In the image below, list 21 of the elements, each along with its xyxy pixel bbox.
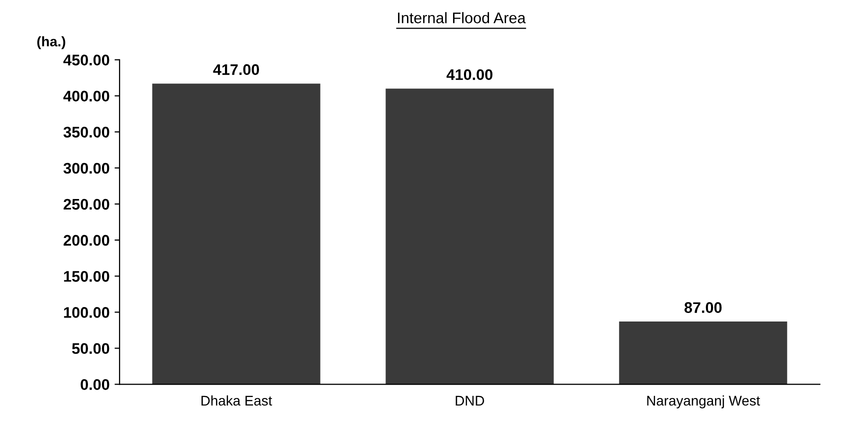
x-tick-label: Dhaka East [202,395,272,406]
y-tick-label: 300.00 [63,162,110,174]
y-tick-label: 250.00 [64,198,110,210]
bar [619,322,788,384]
x-tick-label: Narayanganj West [647,395,760,408]
bar [152,84,320,384]
x-tick-label: DND [456,396,484,406]
y-tick-label: 400.00 [63,90,110,102]
y-tick-label: 450.00 [63,54,110,66]
data-label: 410.00 [446,69,492,80]
chart-title: Internal Flood Area [398,12,526,24]
data-label: 417.00 [213,64,260,76]
y-tick-label: 50.00 [72,343,110,354]
y-tick-label: 100.00 [64,307,110,318]
y-tick-label: 150.00 [64,270,110,282]
data-label: 87.00 [684,302,722,313]
y-tick-label: 200.00 [64,234,110,246]
y-axis-title: (ha.) [37,36,66,50]
y-tick-label: 350.00 [63,126,110,138]
y-tick-label: 0.00 [80,379,110,390]
bar [386,88,554,384]
